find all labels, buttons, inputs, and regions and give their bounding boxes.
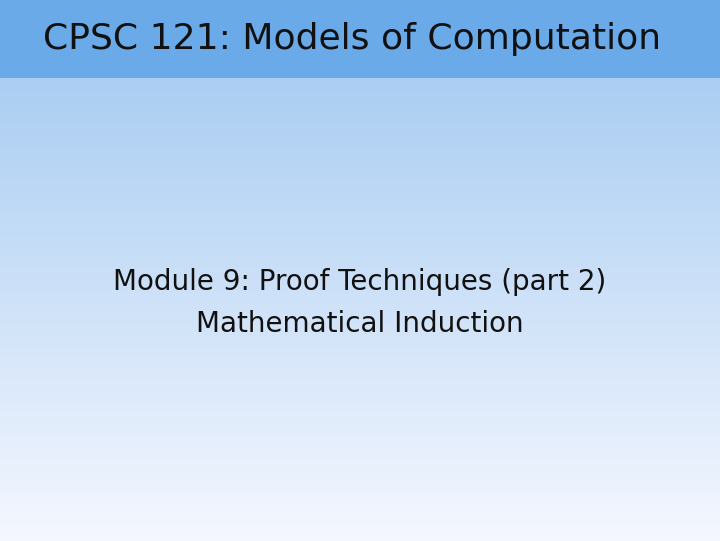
- Text: Module 9: Proof Techniques (part 2)
Mathematical Induction: Module 9: Proof Techniques (part 2) Math…: [113, 268, 607, 338]
- Text: CPSC 121: Models of Computation: CPSC 121: Models of Computation: [43, 22, 662, 56]
- Bar: [0, 0, 720, 78]
